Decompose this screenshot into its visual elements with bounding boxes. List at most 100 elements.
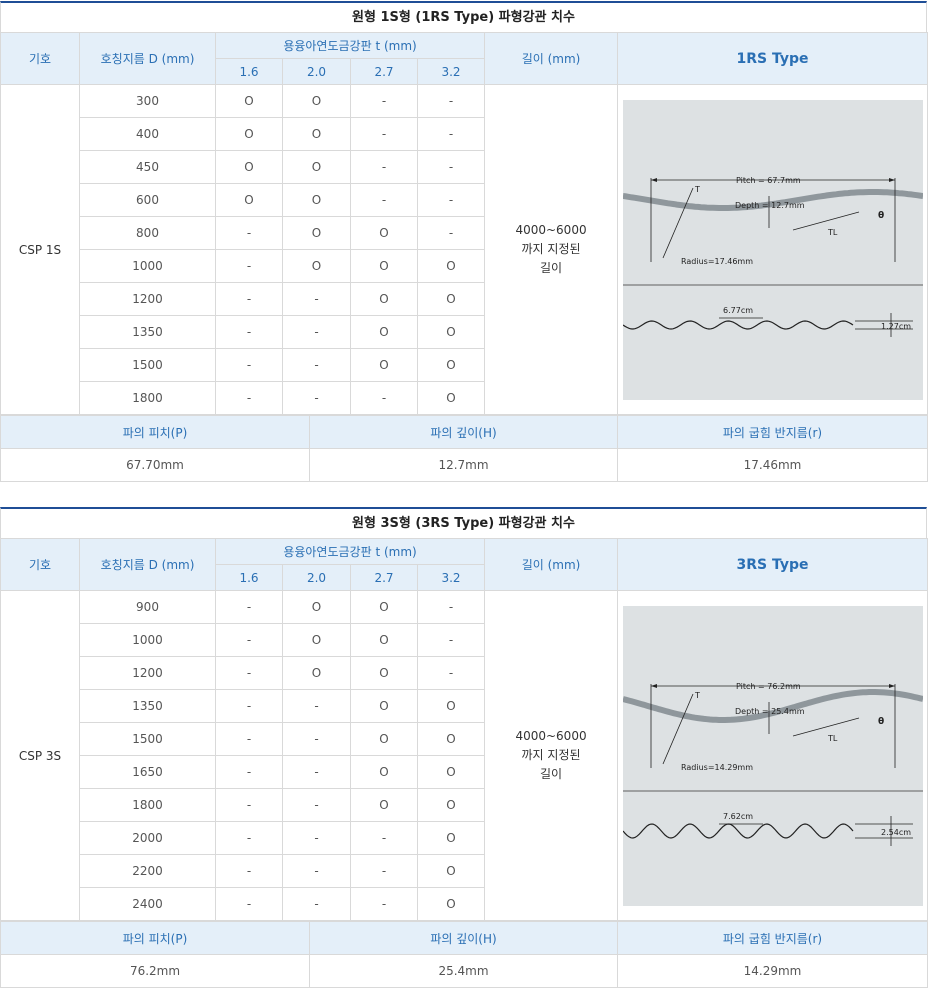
thickness-availability-cell: - — [215, 887, 283, 921]
diameter-header: 호칭지름 D (mm) — [79, 538, 216, 591]
thickness-availability-cell: - — [215, 348, 283, 382]
thickness-availability-cell: O — [350, 216, 418, 250]
length-header: 길이 (mm) — [484, 538, 619, 591]
thickness-availability-cell: - — [350, 821, 418, 855]
thickness-availability-cell: O — [416, 315, 486, 349]
thickness-availability-cell: - — [215, 722, 283, 756]
symbol-cell: CSP 1S — [0, 84, 80, 415]
table-row: 600 O O - - — [1, 183, 928, 217]
diameter-cell: 1200 — [79, 656, 216, 690]
thickness-availability-cell: O — [282, 656, 351, 690]
thickness-availability-cell: - — [282, 788, 351, 822]
thickness-availability-cell: - — [416, 150, 486, 184]
thickness-availability-cell: - — [282, 887, 351, 921]
bottom-pitch-label: 6.77cm — [723, 306, 753, 315]
wave-property-header: 파의 피치(P) — [0, 415, 310, 449]
wave-outline — [622, 822, 853, 839]
diameter-cell: 2200 — [79, 854, 216, 888]
thickness-availability-cell: - — [416, 117, 486, 151]
thickness-availability-cell: O — [416, 887, 486, 921]
diameter-cell: 600 — [79, 183, 216, 217]
diameter-cell: 800 — [79, 216, 216, 250]
thickness-availability-cell: - — [416, 216, 486, 250]
thickness-availability-cell: - — [282, 315, 351, 349]
thickness-availability-cell: O — [215, 150, 283, 184]
diameter-cell: 300 — [79, 84, 216, 118]
length-header: 길이 (mm) — [484, 32, 619, 85]
symbol-header: 기호 — [0, 538, 80, 591]
thickness-availability-cell: O — [350, 788, 418, 822]
diameter-cell: 1000 — [79, 623, 216, 657]
pipe-dimension-table-section: 원형 3S형 (3RS Type) 파형강관 치수 기호 호칭지름 D (mm)… — [0, 507, 929, 988]
type-figure-cell: Pitch = 67.7mm Depth = 12.7mm T Radius=1… — [617, 84, 929, 415]
thickness-availability-cell: O — [350, 623, 418, 657]
thickness-availability-cell: O — [350, 755, 418, 789]
thickness-availability-cell: O — [350, 348, 418, 382]
table-row: 450 O O - - — [1, 150, 928, 184]
thickness-availability-cell: - — [215, 788, 283, 822]
diameter-cell: 1500 — [79, 722, 216, 756]
thickness-availability-cell: O — [350, 282, 418, 316]
thickness-availability-cell: O — [215, 84, 283, 118]
wave-property-header: 파의 굽힘 반지름(r) — [617, 415, 928, 449]
thickness-availability-cell: O — [416, 722, 486, 756]
table-row: 800- O O - — [1, 216, 928, 250]
wave-property-value: 25.4mm — [309, 954, 618, 988]
wave-property-value: 67.70mm — [0, 448, 310, 482]
thickness-header: 용융아연도금강판 t (mm) — [214, 32, 486, 59]
theta-label: θ — [878, 717, 884, 727]
thickness-availability-cell: O — [282, 117, 351, 151]
thickness-availability-cell: - — [416, 590, 486, 624]
thickness-availability-cell: O — [215, 117, 283, 151]
wave-property-value: 12.7mm — [309, 448, 618, 482]
thickness-availability-cell: - — [215, 623, 283, 657]
thickness-availability-cell: - — [215, 282, 283, 316]
wave-property-header: 파의 피치(P) — [0, 921, 310, 955]
thickness-availability-cell: - — [215, 854, 283, 888]
thickness-availability-cell: O — [350, 689, 418, 723]
wave-property-value: 17.46mm — [617, 448, 928, 482]
thickness-availability-cell: - — [416, 656, 486, 690]
type-header: 1RS Type — [617, 32, 929, 85]
thickness-availability-cell: - — [350, 183, 418, 217]
thickness-availability-cell: - — [215, 590, 283, 624]
depth-label: Depth = 12.7mm — [735, 201, 805, 210]
thickness-availability-cell: - — [282, 854, 351, 888]
wave-property-header: 파의 굽힘 반지름(r) — [617, 921, 928, 955]
depth-label: Depth = 25.4mm — [735, 707, 805, 716]
thickness-availability-cell: - — [215, 249, 283, 283]
thickness-availability-cell: O — [416, 348, 486, 382]
wave-property-header: 파의 깊이(H) — [309, 921, 618, 955]
thickness-availability-cell: O — [416, 282, 486, 316]
thickness-availability-cell: O — [282, 183, 351, 217]
table-row: CSP 3S 900- O O -4000~6000 까지 지정된 길이 Pitch =… — [0, 590, 929, 921]
thickness-availability-cell: - — [215, 689, 283, 723]
wave-property-value: 76.2mm — [0, 954, 310, 988]
thickness-col-header: 2.7 — [350, 58, 418, 85]
thickness-col-header: 1.6 — [215, 58, 283, 85]
diameter-cell: 900 — [79, 590, 216, 624]
corrugation-profile-figure: Pitch = 67.7mm Depth = 12.7mm T Radius=1… — [622, 99, 923, 400]
thickness-availability-cell: O — [416, 249, 486, 283]
thickness-availability-cell: - — [350, 887, 418, 921]
table-row: 2200- - - O — [1, 854, 928, 888]
thickness-header: 용융아연도금강판 t (mm) — [214, 538, 486, 565]
table-row: CSP 1S 300 O O - -4000~6000 까지 지정된 길이 Pitch =… — [0, 84, 929, 415]
thickness-availability-cell: - — [215, 656, 283, 690]
thickness-availability-cell: O — [282, 84, 351, 118]
thickness-col-header: 1.6 — [215, 564, 283, 591]
diameter-cell: 1800 — [79, 788, 216, 822]
thickness-label: T — [694, 691, 700, 700]
thickness-availability-cell: O — [215, 183, 283, 217]
table-row: 1500- - O O — [1, 348, 928, 382]
wave-property-table: 파의 피치(P) 파의 깊이(H) 파의 굽힘 반지름(r) 67.70mm 12.7… — [0, 415, 928, 482]
thickness-availability-cell: O — [350, 656, 418, 690]
dimension-table: 기호 호칭지름 D (mm) 용융아연도금강판 t (mm) 길이 (mm) 3… — [0, 538, 929, 921]
thickness-label: T — [694, 185, 700, 194]
table-row: 1650- - O O — [1, 755, 928, 789]
diameter-cell: 400 — [79, 117, 216, 151]
table-caption: 원형 1S형 (1RS Type) 파형강관 치수 — [0, 1, 927, 32]
thickness-availability-cell: - — [350, 381, 418, 415]
thickness-availability-cell: O — [350, 722, 418, 756]
type-header: 3RS Type — [617, 538, 929, 591]
